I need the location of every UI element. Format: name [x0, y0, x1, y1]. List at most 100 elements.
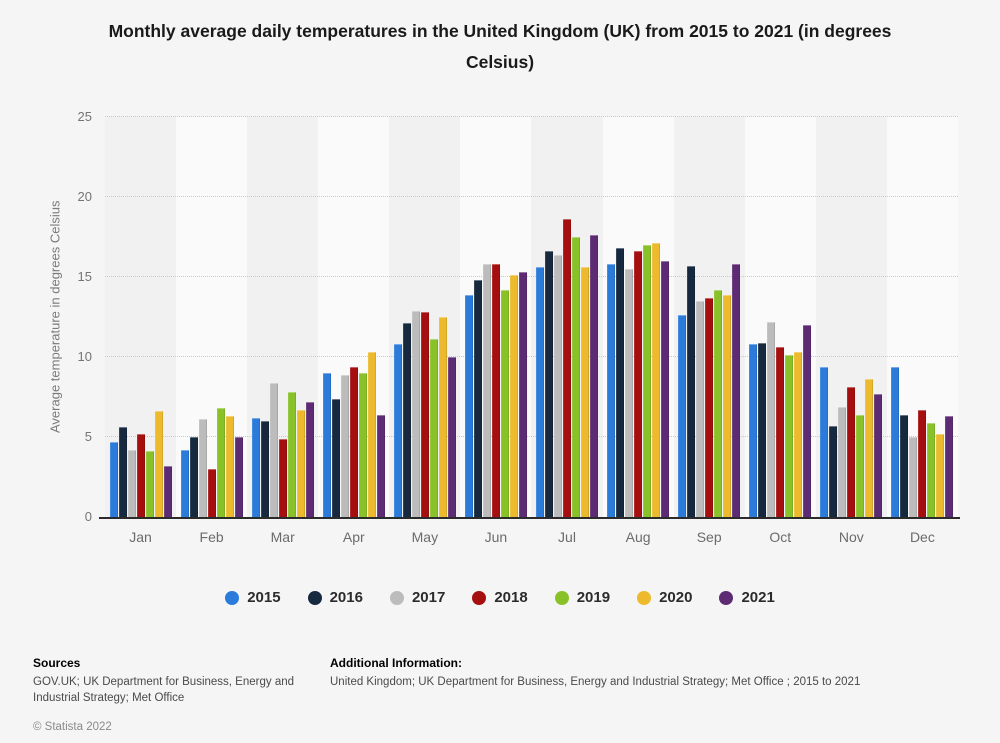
bar-2015-jun[interactable]: [464, 294, 473, 517]
bar-2015-nov[interactable]: [820, 366, 829, 517]
bar-2020-nov[interactable]: [865, 379, 874, 517]
bar-2021-jun[interactable]: [518, 272, 527, 517]
bar-2021-oct[interactable]: [803, 325, 812, 517]
bar-2016-dec[interactable]: [900, 414, 909, 517]
bar-2020-oct[interactable]: [794, 352, 803, 517]
bar-2017-oct[interactable]: [767, 321, 776, 517]
bar-2017-nov[interactable]: [838, 406, 847, 517]
bar-2018-jul[interactable]: [563, 219, 571, 517]
bar-2016-nov[interactable]: [829, 425, 838, 517]
bar-2021-jul[interactable]: [590, 235, 598, 517]
legend-item-2020[interactable]: 2020: [637, 589, 692, 606]
bar-2016-jun[interactable]: [473, 280, 482, 517]
bar-2016-jul[interactable]: [545, 251, 553, 517]
bar-2018-oct[interactable]: [776, 347, 785, 517]
bar-2017-mar[interactable]: [269, 382, 278, 517]
bar-2019-dec[interactable]: [927, 422, 936, 517]
bar-2021-apr[interactable]: [376, 414, 385, 517]
bar-2018-feb[interactable]: [207, 469, 216, 517]
bar-2020-sep[interactable]: [723, 294, 732, 517]
bar-2019-nov[interactable]: [856, 414, 865, 517]
sources-text: GOV.UK; UK Department for Business, Ener…: [33, 676, 295, 704]
bar-2020-feb[interactable]: [225, 416, 234, 517]
bar-2019-aug[interactable]: [643, 245, 652, 517]
bar-2015-mar[interactable]: [251, 417, 260, 517]
bar-2016-apr[interactable]: [331, 398, 340, 517]
bar-2015-oct[interactable]: [749, 344, 758, 517]
month-group-jan: [105, 117, 176, 517]
bar-2020-apr[interactable]: [367, 352, 376, 517]
bar-2015-jul[interactable]: [536, 267, 544, 517]
bar-2016-jan[interactable]: [118, 427, 127, 517]
bar-2021-may[interactable]: [447, 357, 456, 517]
bar-2015-dec[interactable]: [891, 366, 900, 517]
bar-2015-apr[interactable]: [322, 373, 331, 517]
bar-2019-mar[interactable]: [287, 392, 296, 517]
bar-2017-apr[interactable]: [340, 374, 349, 517]
x-axis-line: [99, 517, 960, 519]
bar-2021-aug[interactable]: [661, 261, 670, 517]
bar-2020-jan[interactable]: [154, 411, 163, 517]
bar-2020-jul[interactable]: [581, 267, 589, 517]
bar-2019-jun[interactable]: [500, 289, 509, 517]
bar-2017-sep[interactable]: [696, 301, 705, 517]
bar-2021-sep[interactable]: [732, 264, 741, 517]
bar-2018-sep[interactable]: [705, 297, 714, 517]
legend-dot-2020: [637, 590, 652, 605]
bar-2019-sep[interactable]: [714, 289, 723, 517]
bar-2016-may[interactable]: [402, 323, 411, 517]
bar-2021-feb[interactable]: [234, 437, 243, 517]
bar-2017-feb[interactable]: [198, 419, 207, 517]
bar-2018-may[interactable]: [420, 312, 429, 517]
bar-2017-dec[interactable]: [909, 437, 918, 517]
bar-2018-apr[interactable]: [349, 366, 358, 517]
bar-2021-nov[interactable]: [874, 393, 883, 517]
bar-2016-mar[interactable]: [260, 421, 269, 517]
bar-2019-may[interactable]: [429, 339, 438, 517]
bar-2016-oct[interactable]: [758, 342, 767, 517]
legend-item-2018[interactable]: 2018: [472, 589, 528, 606]
bar-2016-feb[interactable]: [189, 437, 198, 517]
additional-info-label: Additional Information:: [330, 656, 462, 670]
bar-2020-dec[interactable]: [936, 433, 945, 517]
bar-2018-jan[interactable]: [136, 433, 145, 517]
legend-item-2019[interactable]: 2019: [554, 589, 610, 606]
bar-2019-feb[interactable]: [216, 408, 225, 517]
bar-2015-sep[interactable]: [678, 315, 687, 517]
gridline-15: [105, 276, 958, 277]
bar-2020-may[interactable]: [438, 317, 447, 517]
bar-2015-aug[interactable]: [607, 264, 616, 517]
bar-2021-mar[interactable]: [305, 401, 314, 517]
bar-2015-feb[interactable]: [180, 449, 189, 517]
bar-2019-jan[interactable]: [145, 451, 154, 517]
legend-item-2016[interactable]: 2016: [307, 589, 363, 606]
legend-item-2017[interactable]: 2017: [389, 589, 445, 606]
bar-2020-mar[interactable]: [296, 409, 305, 517]
bar-2019-apr[interactable]: [358, 373, 367, 517]
bar-2015-may[interactable]: [393, 344, 402, 517]
bar-2018-dec[interactable]: [918, 409, 927, 517]
legend-item-2015[interactable]: 2015: [225, 589, 281, 606]
bar-2020-aug[interactable]: [652, 243, 661, 517]
legend-item-2021[interactable]: 2021: [719, 589, 775, 606]
bar-2016-sep[interactable]: [687, 265, 696, 517]
bar-2017-jan[interactable]: [127, 449, 136, 517]
bar-2021-dec[interactable]: [945, 416, 954, 517]
bar-2017-jul[interactable]: [554, 254, 562, 517]
bar-2017-may[interactable]: [411, 310, 420, 517]
bar-2021-jan[interactable]: [163, 465, 172, 517]
bar-2015-jan[interactable]: [109, 441, 118, 517]
legend-dot-2021: [719, 590, 734, 605]
bar-2018-aug[interactable]: [634, 251, 643, 517]
bar-2017-jun[interactable]: [482, 264, 491, 517]
y-tick-label-0: 0: [84, 509, 92, 524]
bar-2019-oct[interactable]: [785, 355, 794, 517]
bar-2019-jul[interactable]: [572, 237, 580, 517]
month-group-oct: [745, 117, 816, 517]
bar-2016-aug[interactable]: [616, 248, 625, 517]
bar-2017-aug[interactable]: [625, 269, 634, 517]
bar-2018-nov[interactable]: [847, 387, 856, 517]
bar-2018-jun[interactable]: [491, 264, 500, 517]
bar-2018-mar[interactable]: [278, 438, 287, 517]
bar-2020-jun[interactable]: [509, 275, 518, 517]
